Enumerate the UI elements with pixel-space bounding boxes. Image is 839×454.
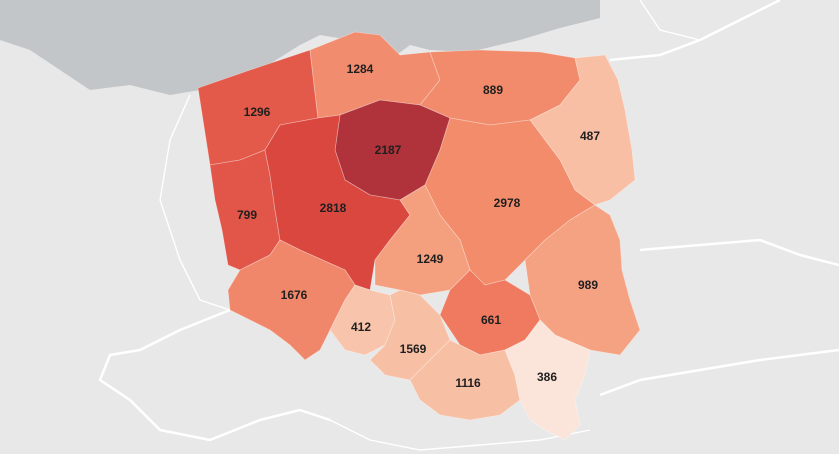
region-podkarpackie[interactable]	[504, 319, 591, 441]
border-ukraine	[599, 348, 839, 397]
baltic-sea	[0, 0, 600, 95]
region-dolnoslaskie[interactable]	[227, 239, 356, 361]
label-wielkopolskie: 2818	[320, 201, 347, 215]
label-lodzkie: 1249	[417, 252, 444, 266]
label-dolnoslaskie: 1676	[281, 288, 308, 302]
sea-patch-top-right	[540, 0, 600, 12]
label-opolskie: 412	[351, 320, 371, 334]
region-lubelskie[interactable]	[524, 204, 641, 356]
label-lubuskie: 799	[237, 208, 257, 222]
label-zachodniopomorskie: 1296	[244, 105, 271, 119]
label-swietokrzyskie: 661	[481, 313, 501, 327]
label-podlaskie: 487	[580, 129, 600, 143]
label-slaskie: 1569	[400, 342, 427, 356]
border-germany-czech	[98, 308, 331, 442]
label-lubelskie: 989	[578, 278, 598, 292]
label-mazowieckie: 2978	[494, 196, 521, 210]
label-malopolskie: 1116	[455, 376, 481, 390]
label-kujawsko-pomorskie: 2187	[375, 143, 402, 157]
border-czech-slovakia	[329, 419, 591, 451]
border-belarus	[639, 238, 839, 267]
label-warminsko-mazurskie: 889	[483, 83, 503, 97]
border-north-east	[639, 0, 701, 41]
label-podkarpackie: 386	[537, 370, 557, 384]
label-pomorskie: 1284	[347, 62, 374, 76]
region-labels: 1296 1284 889 487 2187 799 2818 2978 124…	[237, 62, 600, 390]
border-germany-west	[159, 94, 231, 311]
voivodeships	[197, 31, 641, 441]
